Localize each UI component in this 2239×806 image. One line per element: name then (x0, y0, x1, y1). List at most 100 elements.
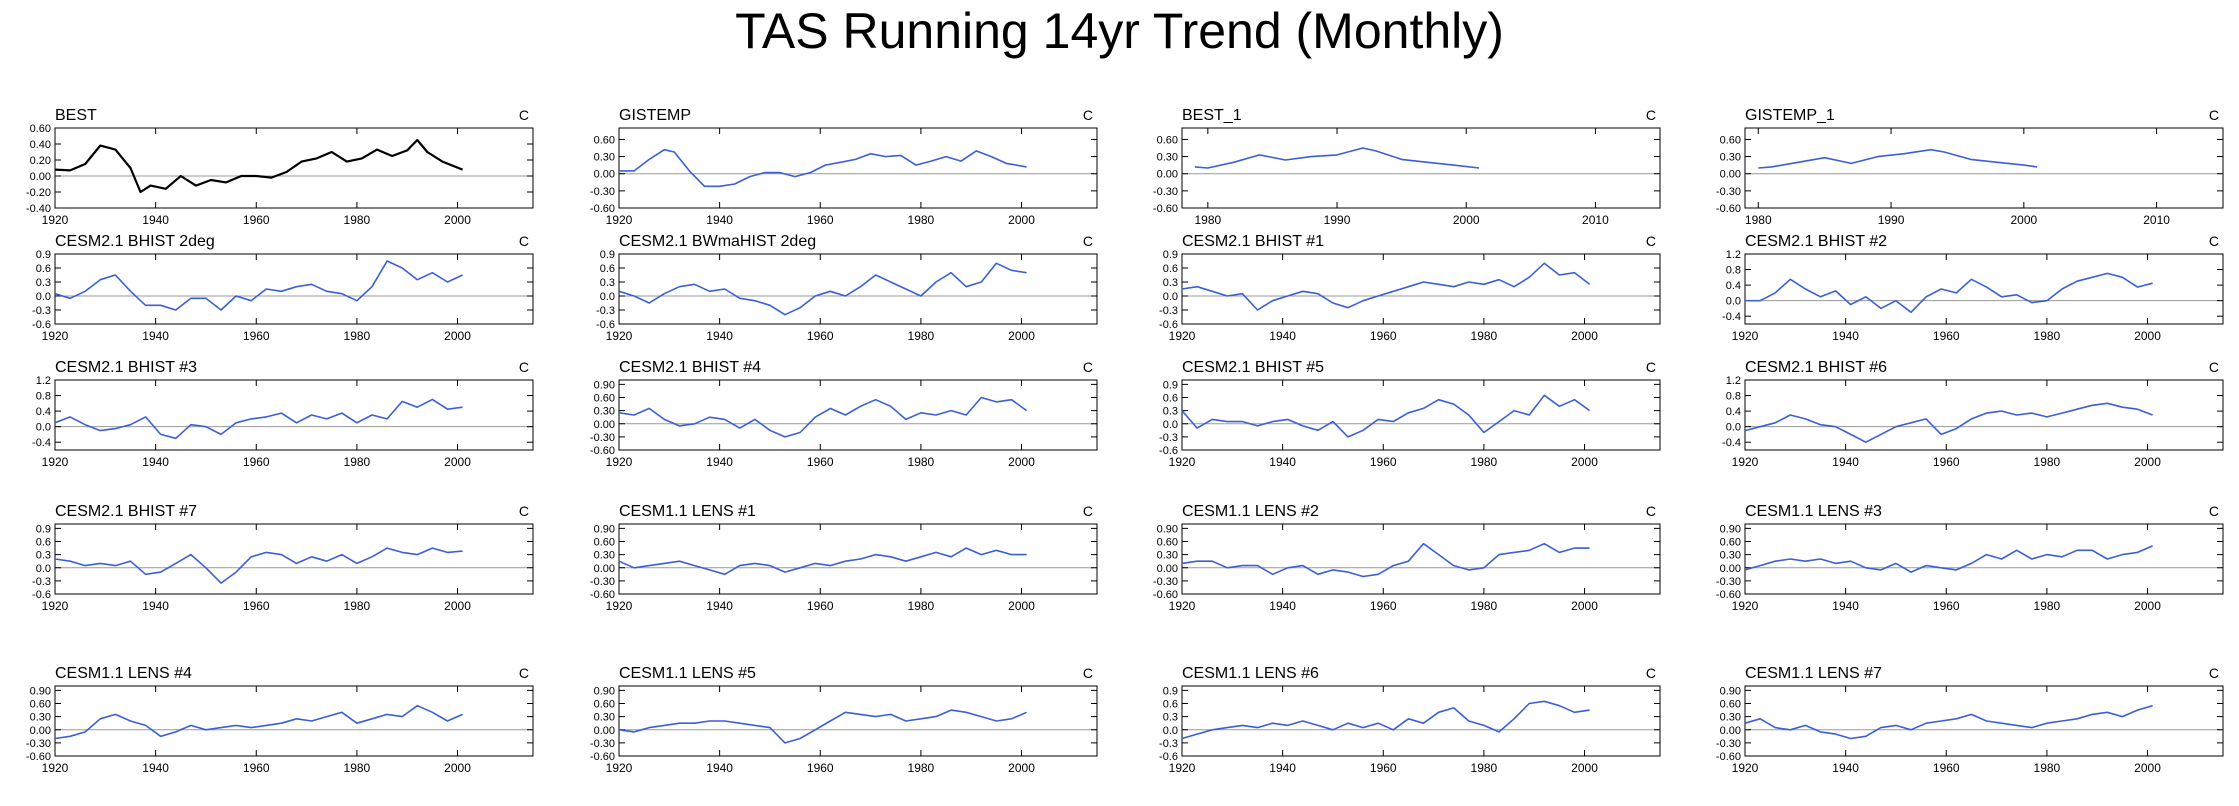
y-tick-label: 0.90 (594, 523, 615, 535)
x-tick-label: 2000 (1571, 455, 1598, 469)
panel-cesm2-1-bhist-7: CESM2.1 BHIST #7 C -0.6-0.30.00.30.6 0.9 192… (32, 503, 534, 613)
y-tick-label: 0.60 (594, 393, 615, 405)
x-tick-label: 1920 (1732, 761, 1759, 775)
y-tick-label: 0.0 (600, 291, 615, 303)
panel-title: BEST (55, 107, 97, 124)
y-tick-label: -0.6 (1159, 751, 1178, 763)
x-tick-label: 1920 (42, 761, 69, 775)
plot-frame (1181, 127, 1661, 209)
y-tick-label: 0.9 (36, 523, 51, 535)
x-tick-label: 1980 (344, 455, 371, 469)
panel-cesm2-1-bhist-1: CESM2.1 BHIST #1 C -0.6 -0.3 0.0 0.3 0.6 0.9 192… (1159, 233, 1661, 343)
units-label: C (1083, 359, 1093, 375)
x-tick-label: 1960 (1370, 761, 1397, 775)
y-tick-label: 0.6 (1163, 699, 1178, 711)
y-tick-label: 0.90 (1720, 685, 1741, 697)
y-tick-label: 0.60 (1720, 699, 1741, 711)
y-tick-label: 0.60 (1157, 537, 1178, 549)
plot-frame (618, 523, 1098, 595)
panel-title: CESM2.1 BWmaHIST 2deg (619, 233, 816, 250)
x-tick-label: 1980 (1471, 329, 1498, 343)
plot-frame (54, 379, 534, 451)
y-tick-label: 0.6 (36, 537, 51, 549)
x-tick-label: 1920 (606, 455, 633, 469)
y-tick-label: 0.90 (1720, 523, 1741, 535)
series-line (619, 148, 1027, 188)
plot-frame (1181, 379, 1661, 451)
x-tick-label: 1940 (142, 599, 169, 613)
panel-title: BEST_1 (1182, 107, 1242, 124)
y-tick-label: 1.2 (1726, 249, 1741, 261)
units-label: C (1083, 107, 1093, 123)
y-tick-label: 0.00 (1157, 563, 1178, 575)
y-tick-label: -0.30 (590, 432, 615, 444)
y-tick-label: -0.3 (1159, 305, 1178, 317)
y-tick-label: 0.4 (1726, 280, 1741, 292)
x-tick-label: 1940 (1832, 329, 1859, 343)
x-tick-label: 2000 (2134, 761, 2161, 775)
y-tick-label: 0.00 (594, 419, 615, 431)
x-tick-label: 1920 (1732, 329, 1759, 343)
x-tick-label: 1980 (2034, 599, 2061, 613)
y-tick-label: 0.00 (1720, 725, 1741, 737)
units-label: C (519, 503, 529, 519)
x-tick-label: 1920 (1169, 329, 1196, 343)
y-tick-label: 0.3 (1163, 406, 1178, 418)
x-tick-label: 1920 (1169, 599, 1196, 613)
y-tick-label: -0.60 (1153, 203, 1178, 215)
panel-title: CESM1.1 LENS #4 (55, 665, 192, 682)
y-tick-label: -0.30 (1153, 576, 1178, 588)
x-tick-label: 1980 (2034, 329, 2061, 343)
x-tick-label: 1960 (243, 599, 270, 613)
x-tick-label: 1920 (606, 599, 633, 613)
x-tick-label: 1980 (1745, 213, 1772, 227)
units-label: C (1083, 665, 1093, 681)
y-tick-label: 0.60 (1720, 134, 1741, 146)
panel-title: CESM2.1 BHIST #7 (55, 503, 197, 520)
y-tick-label: 0.4 (1726, 406, 1741, 418)
x-tick-label: 2000 (444, 761, 471, 775)
y-tick-label: -0.30 (590, 576, 615, 588)
series-line (618, 547, 1027, 576)
panel-cesm1-1-lens-1: CESM1.1 LENS #1 C -0.60-0.300.000.300.60 0.… (590, 503, 1098, 613)
x-tick-label: 1980 (908, 599, 935, 613)
plot-frame (54, 253, 534, 325)
y-tick-label: -0.6 (1159, 319, 1178, 331)
y-tick-label: 0.3 (600, 277, 615, 289)
units-label: C (519, 107, 529, 123)
y-tick-label: 0.30 (594, 712, 615, 724)
panel-cesm1-1-lens-3: CESM1.1 LENS #3 C -0.60-0.300.000.300.60 0.… (1716, 503, 2224, 613)
series-line (618, 709, 1027, 744)
y-tick-label: 0.9 (1163, 249, 1178, 261)
x-tick-label: 1920 (1169, 455, 1196, 469)
x-tick-label: 1920 (42, 599, 69, 613)
x-tick-label: 2000 (1008, 761, 1035, 775)
panel-cesm2-1-bhist-3: CESM2.1 BHIST #3 C -0.4 0.0 0.4 0.8 1.2 1920 194… (32, 359, 534, 469)
x-tick-label: 1960 (243, 213, 270, 227)
x-tick-label: 1960 (243, 761, 270, 775)
y-tick-label: 0.0 (1163, 419, 1178, 431)
x-tick-label: 2000 (1008, 599, 1035, 613)
y-tick-label: -0.6 (32, 589, 51, 601)
x-tick-label: 1940 (706, 761, 733, 775)
plot-frame (1181, 523, 1661, 595)
panel-cesm1-1-lens-5: CESM1.1 LENS #5 C -0.60-0.300.000.300.60 0.… (590, 665, 1098, 775)
x-tick-label: 1980 (344, 329, 371, 343)
x-tick-label: 1920 (606, 761, 633, 775)
x-tick-label: 1960 (1933, 599, 1960, 613)
y-tick-label: 0.6 (1163, 263, 1178, 275)
y-tick-label: -0.3 (1159, 738, 1178, 750)
y-tick-label: 0.0 (36, 291, 51, 303)
y-tick-label: -0.4 (32, 437, 51, 449)
units-label: C (1083, 503, 1093, 519)
y-tick-label: -0.30 (590, 186, 615, 198)
units-label: C (1646, 359, 1656, 375)
y-tick-label: 0.30 (594, 550, 615, 562)
series-line (1181, 262, 1591, 311)
y-tick-label: 0.90 (1157, 523, 1178, 535)
plot-frame (1181, 253, 1661, 325)
x-tick-label: 1920 (42, 455, 69, 469)
plot-frame (54, 685, 534, 757)
x-tick-label: 1960 (243, 329, 270, 343)
y-tick-label: 0.0 (1726, 422, 1741, 434)
